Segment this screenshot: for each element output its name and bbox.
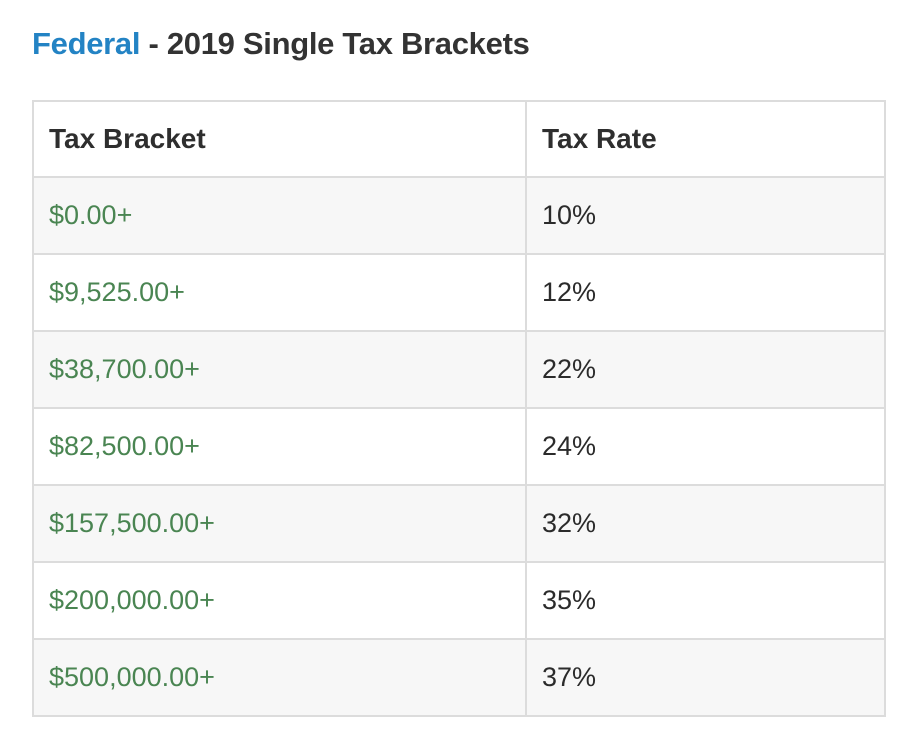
- table-row: $82,500.00+ 24%: [32, 407, 886, 486]
- rate-cell: 32%: [525, 484, 886, 563]
- federal-link[interactable]: Federal: [32, 26, 141, 61]
- tax-brackets-table: Tax Bracket Tax Rate $0.00+ 10% $9,525.0…: [32, 100, 886, 717]
- bracket-cell: $157,500.00+: [32, 484, 527, 563]
- table-row: $500,000.00+ 37%: [32, 638, 886, 717]
- bracket-cell: $0.00+: [32, 176, 527, 255]
- rate-cell: 37%: [525, 638, 886, 717]
- bracket-cell: $9,525.00+: [32, 253, 527, 332]
- column-header-tax-bracket: Tax Bracket: [32, 100, 527, 178]
- rate-cell: 35%: [525, 561, 886, 640]
- rate-cell: 12%: [525, 253, 886, 332]
- table-row: $38,700.00+ 22%: [32, 330, 886, 409]
- page-title-text: - 2019 Single Tax Brackets: [140, 26, 530, 61]
- rate-cell: 10%: [525, 176, 886, 255]
- table-row: $9,525.00+ 12%: [32, 253, 886, 332]
- page-title: Federal - 2019 Single Tax Brackets: [32, 26, 884, 62]
- rate-cell: 22%: [525, 330, 886, 409]
- bracket-cell: $500,000.00+: [32, 638, 527, 717]
- bracket-cell: $200,000.00+: [32, 561, 527, 640]
- bracket-cell: $38,700.00+: [32, 330, 527, 409]
- bracket-cell: $82,500.00+: [32, 407, 527, 486]
- table-header-row: Tax Bracket Tax Rate: [32, 100, 886, 178]
- table-row: $157,500.00+ 32%: [32, 484, 886, 563]
- table-row: $200,000.00+ 35%: [32, 561, 886, 640]
- table-row: $0.00+ 10%: [32, 176, 886, 255]
- rate-cell: 24%: [525, 407, 886, 486]
- column-header-tax-rate: Tax Rate: [525, 100, 886, 178]
